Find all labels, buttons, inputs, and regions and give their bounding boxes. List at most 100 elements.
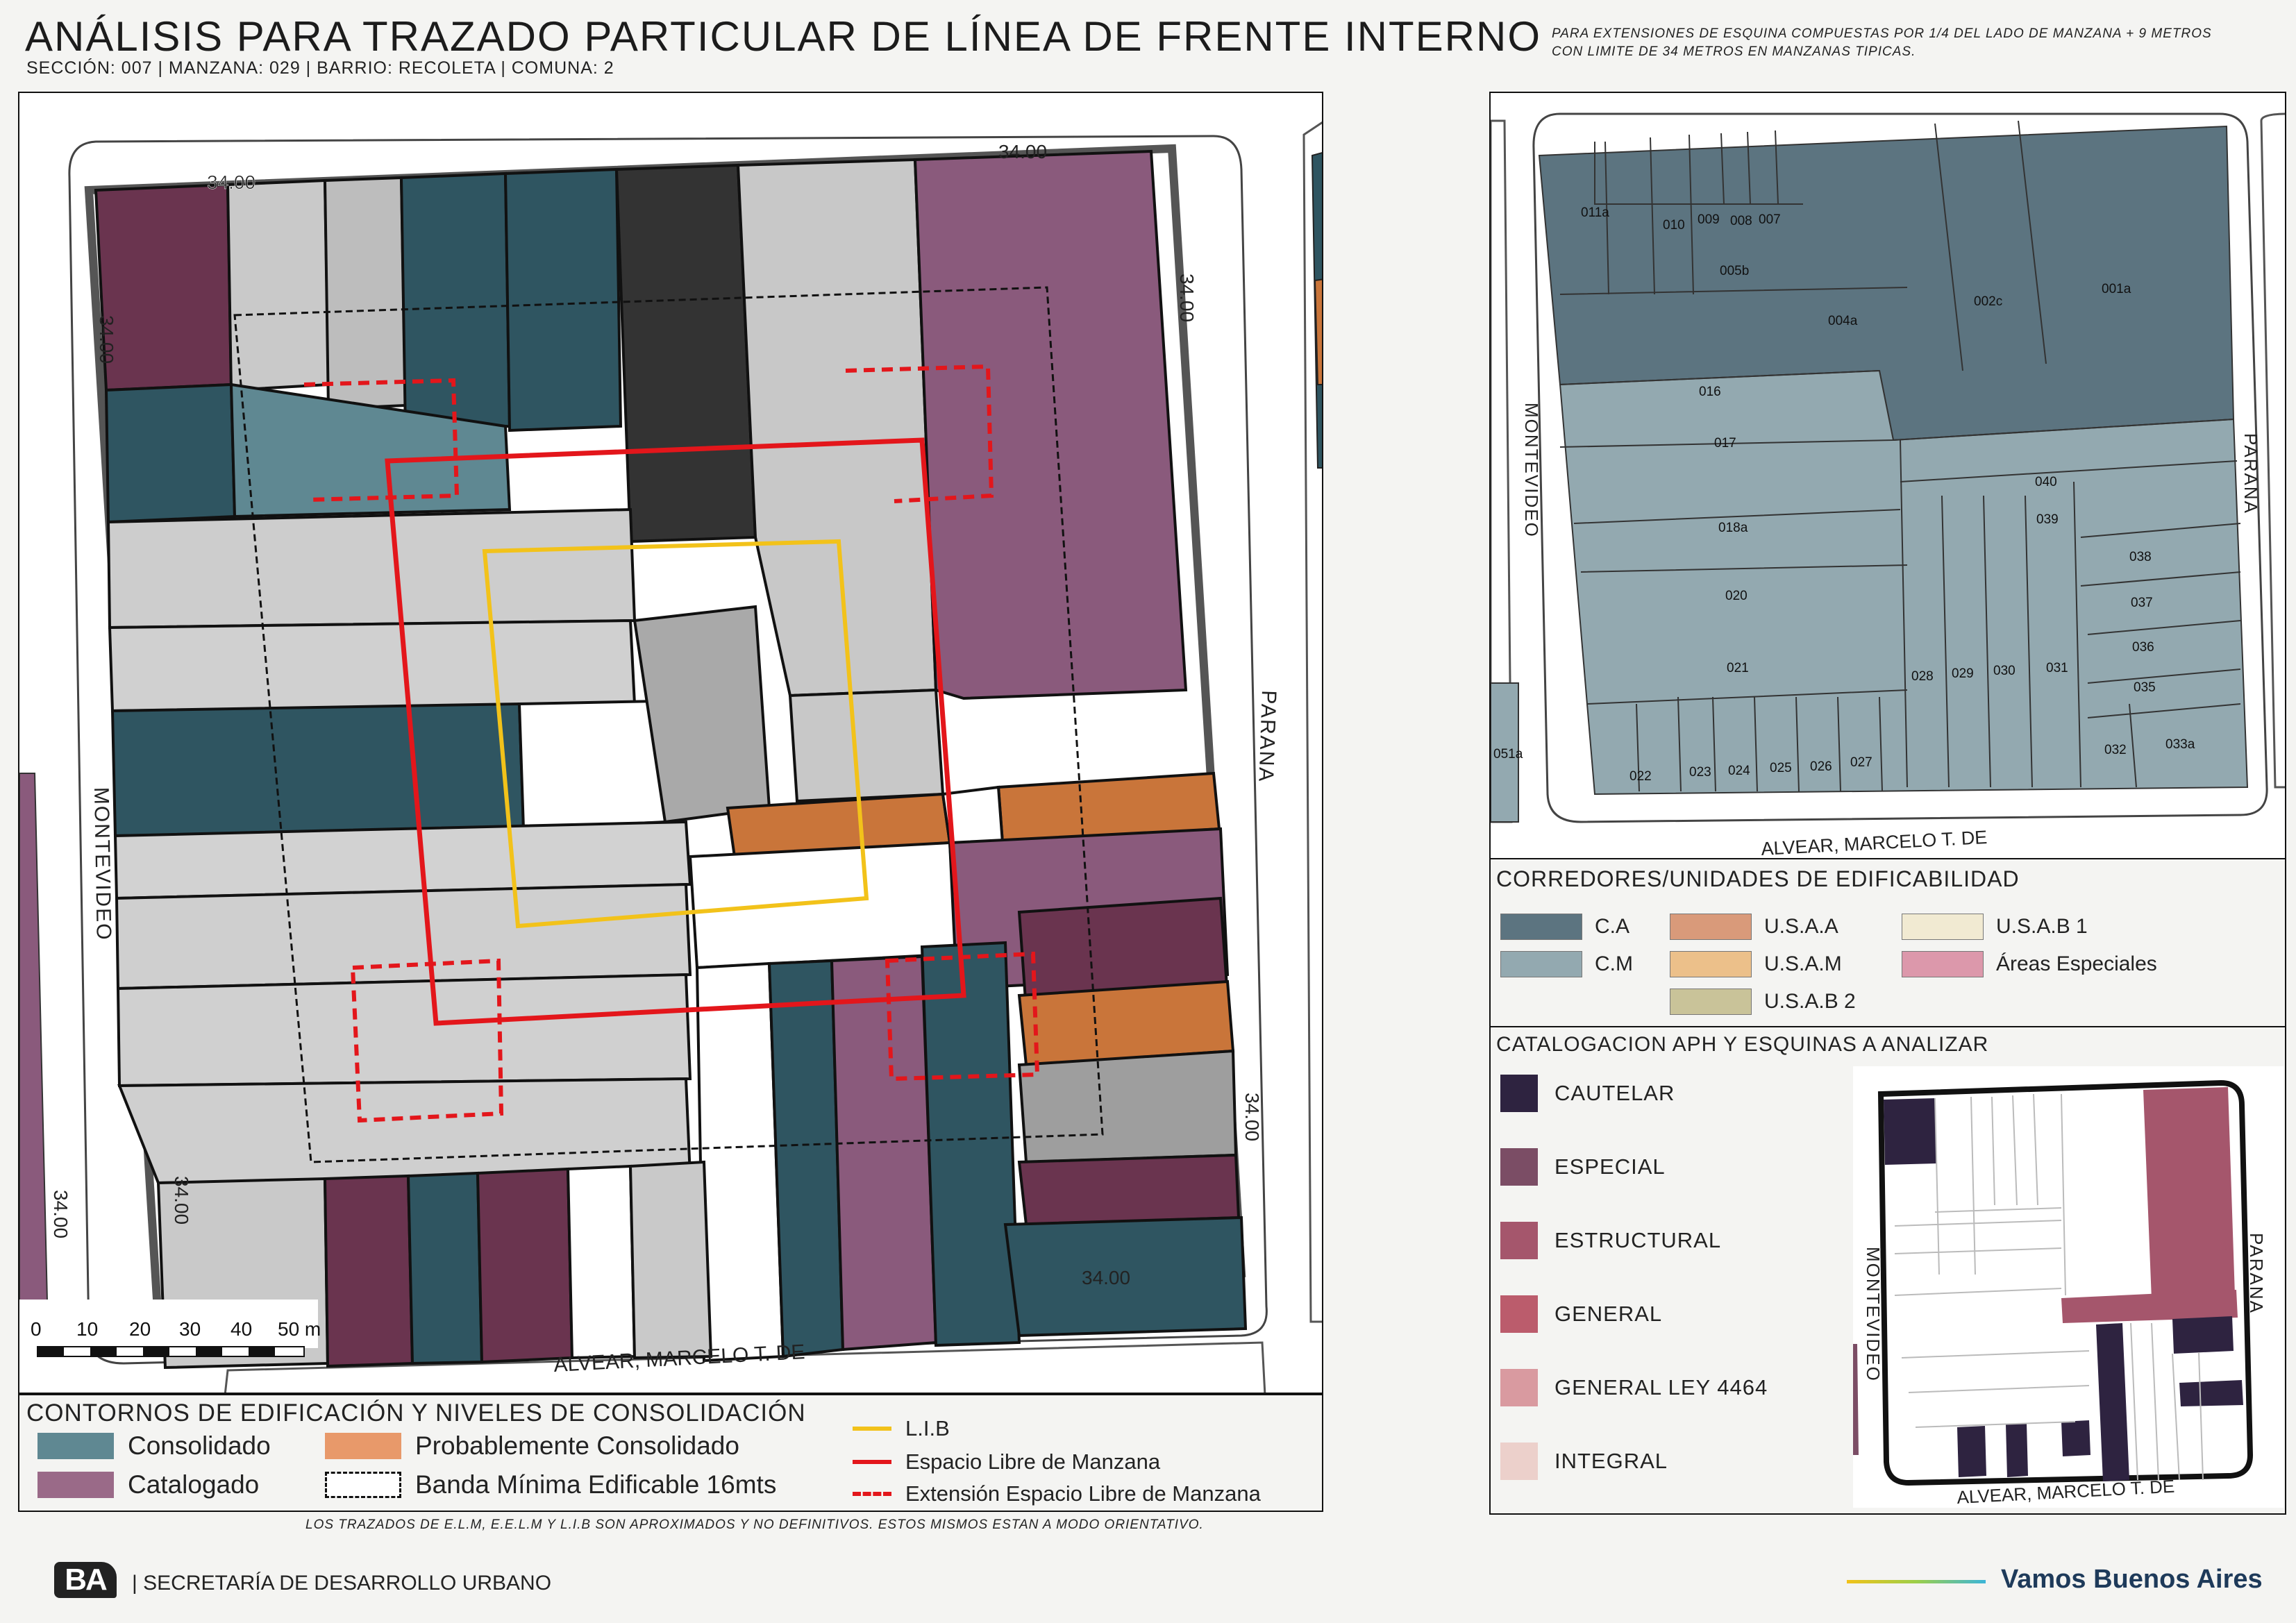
street-label-east: PARANA xyxy=(2240,433,2261,514)
mini-estructural xyxy=(2143,1087,2235,1300)
parcel-label: 010 xyxy=(1663,218,1685,233)
main-legend-title: CONTORNOS DE EDIFICACIÓN Y NIVELES DE CO… xyxy=(26,1399,806,1427)
parcel-label: 031 xyxy=(2046,661,2068,675)
corredores-legend: CORREDORES/UNIDADES DE EDIFICABILIDAD C.… xyxy=(1489,858,2286,1027)
parcel-label: 022 xyxy=(1629,769,1652,784)
parcel xyxy=(503,167,623,432)
catalogacion-legend-title: CATALOGACION APH Y ESQUINAS A ANALIZAR xyxy=(1496,1033,1989,1056)
parcel-label: 025 xyxy=(1770,761,1792,775)
legend-swatch xyxy=(1670,914,1752,940)
parcel xyxy=(116,973,692,1088)
legend-line-lib: L.I.B xyxy=(853,1416,950,1441)
legend-swatch xyxy=(1500,951,1582,977)
disclaimer: LOS TRAZADOS DE E.L.M, E.E.L.M Y L.I.B S… xyxy=(305,1517,1204,1532)
extension-elm-nw xyxy=(303,378,460,502)
dimension-label: 34.00 xyxy=(998,141,1047,162)
dimension-label: 34.00 xyxy=(1176,274,1198,322)
parcel-label: 030 xyxy=(1993,664,2016,678)
parcel xyxy=(115,882,692,991)
line-swatch xyxy=(853,1460,891,1464)
parcel xyxy=(628,1160,713,1360)
legend-swatch xyxy=(1500,1222,1538,1259)
legend-swatch xyxy=(1500,1075,1538,1112)
parcel xyxy=(323,176,408,411)
page-subtitle: SECCIÓN: 007 | MANZANA: 029 | BARRIO: RE… xyxy=(26,58,614,78)
parcel xyxy=(110,702,526,838)
street-label-west: MONTEVIDEO xyxy=(90,787,115,941)
legend-item-ca: C.A xyxy=(1500,914,1629,940)
parcel xyxy=(229,382,512,519)
mini-estructural xyxy=(2061,1290,2238,1323)
scale-tick: 40 xyxy=(231,1318,252,1340)
legend-swatch xyxy=(1500,914,1582,940)
parcel-vacant xyxy=(688,841,959,970)
parcel xyxy=(108,619,637,713)
parcel-label: 035 xyxy=(2134,680,2156,695)
parcel-label: 029 xyxy=(1952,666,1974,681)
legend-item-usaa: U.S.A.A xyxy=(1670,914,1838,940)
legend-item-integral: INTEGRAL xyxy=(1500,1443,1668,1480)
parcel-label: 002c xyxy=(1974,294,2002,309)
parcel-label: 008 xyxy=(1730,214,1752,228)
parcel-label: 036 xyxy=(2132,640,2154,655)
catalogacion-legend: CATALOGACION APH Y ESQUINAS A ANALIZAR C… xyxy=(1489,1026,2286,1515)
east-neighbor-probable xyxy=(1314,278,1322,385)
parcel-label: 004a xyxy=(1828,314,1858,328)
parcel-label: 018a xyxy=(1718,521,1748,535)
legend-swatch xyxy=(325,1472,401,1498)
mini-street-east: PARANA xyxy=(2246,1233,2267,1314)
parcel-label: 040 xyxy=(2035,475,2057,489)
legend-item-usam: U.S.A.M xyxy=(1670,951,1842,977)
legend-item-consolidado: Consolidado xyxy=(37,1431,271,1461)
corredores-legend-title: CORREDORES/UNIDADES DE EDIFICABILIDAD xyxy=(1496,866,2020,891)
parcel-map-panel[interactable]: 011a 010 009 008 007 005b 004a 002c 001a… xyxy=(1489,92,2286,859)
legend-swatch xyxy=(37,1433,114,1459)
legend-item-cm: C.M xyxy=(1500,951,1633,977)
legend-swatch xyxy=(1500,1443,1538,1480)
line-swatch xyxy=(853,1427,891,1431)
parcel xyxy=(476,1167,574,1364)
parcel-label: 051a xyxy=(1493,747,1523,762)
street-label-south: ALVEAR, MARCELO T. DE xyxy=(1761,827,1988,859)
mini-cautelar xyxy=(2096,1323,2129,1481)
parcel-label: 028 xyxy=(1911,669,1934,684)
legend-item-especial: ESPECIAL xyxy=(1500,1148,1666,1186)
parcel-label: 038 xyxy=(2129,550,2152,564)
extension-elm-se xyxy=(885,951,1040,1082)
parcel xyxy=(920,941,1021,1347)
main-map-panel[interactable]: MONTEVIDEO PARANA ALVEAR, MARCELO T. DE … xyxy=(18,92,1323,1394)
parcel-map: 011a 010 009 008 007 005b 004a 002c 001a… xyxy=(1491,112,2285,859)
parcel-label: 017 xyxy=(1714,436,1736,451)
mini-map[interactable]: MONTEVIDEO PARANA ALVEAR, MARCELO T. DE xyxy=(1853,1066,2284,1508)
south-neighbor-block xyxy=(224,1341,1266,1393)
brand-slogan: Vamos Buenos Aires xyxy=(2001,1565,2263,1594)
line-swatch xyxy=(853,1492,891,1496)
parcel-label: 027 xyxy=(1850,755,1872,770)
parcel-label: 021 xyxy=(1727,661,1749,675)
parcel xyxy=(104,382,237,524)
legend-swatch xyxy=(1500,1148,1538,1186)
legend-item-usab2: U.S.A.B 2 xyxy=(1670,989,1856,1015)
parcel-label: 016 xyxy=(1699,385,1721,399)
mini-street-west: MONTEVIDEO xyxy=(1863,1247,1884,1382)
dimension-label: 34.00 xyxy=(207,171,255,193)
dimension-label: 34.00 xyxy=(1082,1267,1130,1288)
scale-tick: 20 xyxy=(129,1318,151,1340)
dimension-label: 34.00 xyxy=(96,315,117,364)
scale-tick: 30 xyxy=(179,1318,201,1340)
parcel-label: 020 xyxy=(1725,589,1748,603)
legend-swatch xyxy=(1902,914,1984,940)
parcel-label: 023 xyxy=(1689,765,1711,780)
parcel xyxy=(1003,1216,1248,1338)
legend-line-eelm: Extensión Espacio Libre de Manzana xyxy=(853,1481,1261,1506)
parcel-catalogado-ne xyxy=(913,149,1188,700)
parcel xyxy=(106,507,637,630)
ba-logo-text: BA xyxy=(65,1563,108,1597)
dimension-label: 34.00 xyxy=(171,1176,192,1225)
parcel xyxy=(1017,1049,1238,1164)
parcel-vacant xyxy=(517,699,667,831)
parcel xyxy=(113,820,692,900)
parcel-catalogado xyxy=(830,955,938,1352)
west-neighbor-block xyxy=(19,773,49,1302)
legend-item-general: GENERAL xyxy=(1500,1295,1662,1333)
